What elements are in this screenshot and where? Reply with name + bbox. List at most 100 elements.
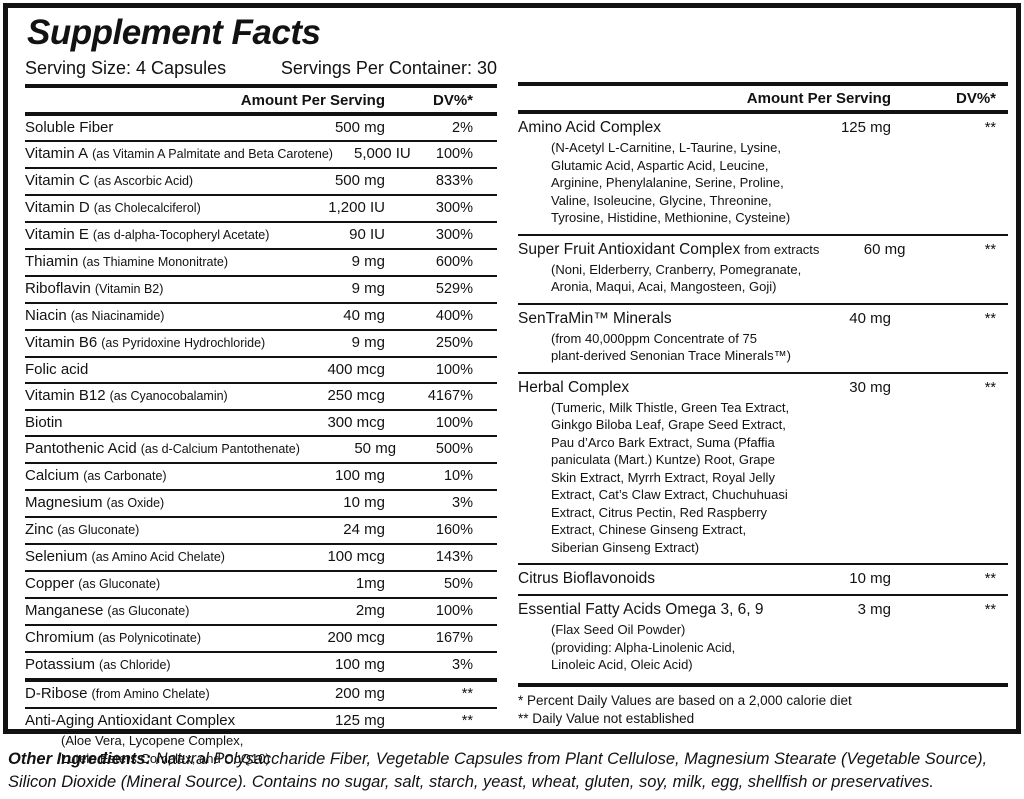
right-table-rows: Amino Acid Complex 125 mg ** (N-Acetyl L-Ca…: [518, 114, 1008, 681]
amount-value: 30 mg: [849, 378, 891, 396]
table-row: Vitamin C (as Ascorbic Acid) 500 mg 833%: [25, 167, 497, 194]
table-row: Potassium (as Chloride) 100 mg 3%: [25, 651, 497, 678]
amount-value: 100 mcg: [327, 548, 385, 565]
amount-value: 500 mg: [334, 119, 385, 136]
ingredient-name: Potassium (as Chloride): [25, 656, 171, 673]
right-table: Amount Per Serving DV%* Amino Acid Compl…: [518, 82, 1008, 771]
ingredient-name: Riboflavin (Vitamin B2): [25, 280, 164, 297]
ingredient-name: Super Fruit Antioxidant Complex from extr…: [518, 240, 820, 258]
sublist-line: Ginkgo Biloba Leaf, Grape Seed Extract,: [551, 417, 786, 432]
dv-value: **: [984, 310, 996, 327]
dv-value: 600%: [435, 254, 473, 270]
ingredient-source-note: (as Vitamin A Palmitate and Beta Caroten…: [92, 147, 333, 161]
ingredient-name: Magnesium (as Oxide): [25, 494, 165, 511]
ingredient-line: Citrus Bioflavonoids 10 mg **: [518, 570, 1008, 587]
ingredient-line: Magnesium (as Oxide) 10 mg 3%: [25, 494, 497, 512]
amount-value: 1mg: [355, 575, 385, 592]
dv-value: 3%: [452, 657, 473, 673]
amount-value: 90 IU: [349, 226, 385, 243]
sublist-line: (providing: Alpha-Linolenic Acid,: [551, 639, 736, 655]
ingredient-name: D-Ribose (from Amino Chelate): [25, 685, 210, 702]
ingredient-name: Essential Fatty Acids Omega 3, 6, 9: [518, 601, 764, 618]
amount-value: 5,000 IU: [354, 145, 411, 162]
dv-value: 300%: [435, 200, 473, 216]
amount-value: 200 mcg: [327, 629, 385, 646]
sublist-line: Aronia, Maqui, Acai, Mangosteen, Goji): [551, 279, 777, 294]
dv-value: 3%: [452, 495, 473, 511]
ingredient-line: Vitamin E (as d-alpha-Tocopheryl Acetate)…: [25, 226, 497, 244]
sublist-line: plant-derived Senonian Trace Minerals™): [551, 348, 791, 363]
table-row: Riboflavin (Vitamin B2) 9 mg 529%: [25, 275, 497, 302]
ingredient-line: Vitamin B12 (as Cyanocobalamin) 250 mcg 416…: [25, 387, 497, 405]
ingredient-line: Niacin (as Niacinamide) 40 mg 400%: [25, 307, 497, 325]
table-row: Selenium (as Amino Acid Chelate) 100 mcg 14…: [25, 543, 497, 570]
ingredient-line: Riboflavin (Vitamin B2) 9 mg 529%: [25, 280, 497, 298]
ingredient-source-note: (as Niacinamide): [70, 309, 165, 323]
amount-value: 200 mg: [334, 685, 385, 702]
dv-value: 500%: [435, 441, 473, 457]
table-row: Amino Acid Complex 125 mg ** (N-Acetyl L-Ca…: [518, 114, 1008, 234]
dv-value: 160%: [435, 522, 473, 538]
ingredient-line: Essential Fatty Acids Omega 3, 6, 9 3 mg *…: [518, 601, 1008, 618]
ingredient-source-note: (as d-Calcium Pantothenate): [140, 442, 300, 456]
ingredient-name: Vitamin B12 (as Cyanocobalamin): [25, 387, 228, 404]
ingredient-source-note: (as Polynicotinate): [98, 631, 202, 645]
ingredient-line: Super Fruit Antioxidant Complex from extr…: [518, 241, 1008, 258]
ingredient-name: Chromium (as Polynicotinate): [25, 629, 202, 646]
dv-value: 100%: [435, 146, 473, 162]
sublist-line: Valine, Isoleucine, Glycine, Threonine,: [551, 192, 772, 208]
amount-value: 3 mg: [857, 601, 891, 618]
amount-value: 125 mg: [840, 119, 891, 136]
ingredient-line: Thiamin (as Thiamine Mononitrate) 9 mg 600%: [25, 253, 497, 271]
sublist-line: (Aloe Vera, Lycopene Complex,: [61, 733, 244, 748]
ingredient-line: Folic acid 400 mcg 100%: [25, 361, 497, 378]
left-table-header: Amount Per Serving DV%*: [25, 88, 497, 116]
table-row: Vitamin D (as Cholecalciferol) 1,200 IU 300…: [25, 194, 497, 221]
footnotes: * Percent Daily Values are based on a 2,…: [518, 682, 1008, 729]
ingredient-name: Biotin: [25, 414, 63, 431]
ingredient-line: Calcium (as Carbonate) 100 mg 10%: [25, 467, 497, 485]
amount-value: 24 mg: [343, 521, 385, 538]
sublist-line: Glutamic Acid, Aspartic Acid, Leucine,: [551, 157, 769, 173]
ingredient-source-note: (as Oxide): [106, 496, 165, 510]
dv-value: **: [984, 120, 996, 136]
table-row: Vitamin B6 (as Pyridoxine Hydrochloride) 9…: [25, 329, 497, 356]
ingredient-sublist: (N-Acetyl L-Carnitine, L-Taurine, Lysine…: [518, 139, 1008, 227]
table-row: Calcium (as Carbonate) 100 mg 10%: [25, 462, 497, 489]
amount-value: 50 mg: [354, 440, 397, 457]
ingredient-source-note: (as Gluconate): [57, 523, 140, 537]
serving-size: Serving Size: 4 Capsules: [25, 58, 227, 78]
table-row: SenTraMin™ Minerals 40 mg ** (from 40,000pp…: [518, 302, 1008, 372]
ingredient-name: Pantothenic Acid (as d-Calcium Pantothena…: [25, 440, 300, 457]
sublist-line: Extract, Cat’s Claw Extract, Chuchuhuasi: [551, 487, 788, 502]
table-row: Magnesium (as Oxide) 10 mg 3%: [25, 489, 497, 516]
sublist-line: (Flax Seed Oil Powder): [551, 622, 686, 637]
amount-value: 400 mcg: [327, 361, 385, 378]
table-row: Thiamin (as Thiamine Mononitrate) 9 mg 600%: [25, 248, 497, 275]
amount-value: 9 mg: [351, 334, 385, 351]
amount-value: 250 mcg: [327, 387, 385, 404]
amount-value: 300 mcg: [327, 414, 385, 431]
ingredient-line: Copper (as Gluconate) 1mg 50%: [25, 575, 497, 593]
ingredient-name: Citrus Bioflavonoids: [518, 570, 655, 587]
ingredient-source-note: (as Gluconate): [107, 604, 190, 618]
amount-value: 2mg: [355, 602, 385, 619]
dv-value: **: [984, 602, 996, 618]
dv-value: 2%: [452, 120, 473, 136]
sublist-line: Skin Extract, Myrrh Extract, Royal Jelly: [551, 469, 775, 485]
table-row: Niacin (as Niacinamide) 40 mg 400%: [25, 302, 497, 329]
ingredient-line: Biotin 300 mcg 100%: [25, 414, 497, 431]
dv-value: 143%: [435, 549, 473, 565]
dv-value: 400%: [435, 308, 473, 324]
ingredient-source-note: (Vitamin B2): [94, 282, 164, 296]
panel-title: Supplement Facts: [27, 13, 321, 52]
ingredient-source-note: (as Pyridoxine Hydrochloride): [101, 336, 266, 350]
ingredient-suffix: from extracts: [744, 241, 820, 257]
ingredient-source-note: (as Thiamine Mononitrate): [82, 255, 229, 269]
ingredient-name: Calcium (as Carbonate): [25, 467, 167, 484]
dv-value: 10%: [443, 468, 473, 484]
amount-value: 1,200 IU: [328, 199, 385, 216]
left-table: Serving Size: 4 Capsules Servings Per Co…: [25, 55, 497, 771]
amount-value: 500 mg: [334, 172, 385, 189]
amount-value: 100 mg: [334, 656, 385, 673]
